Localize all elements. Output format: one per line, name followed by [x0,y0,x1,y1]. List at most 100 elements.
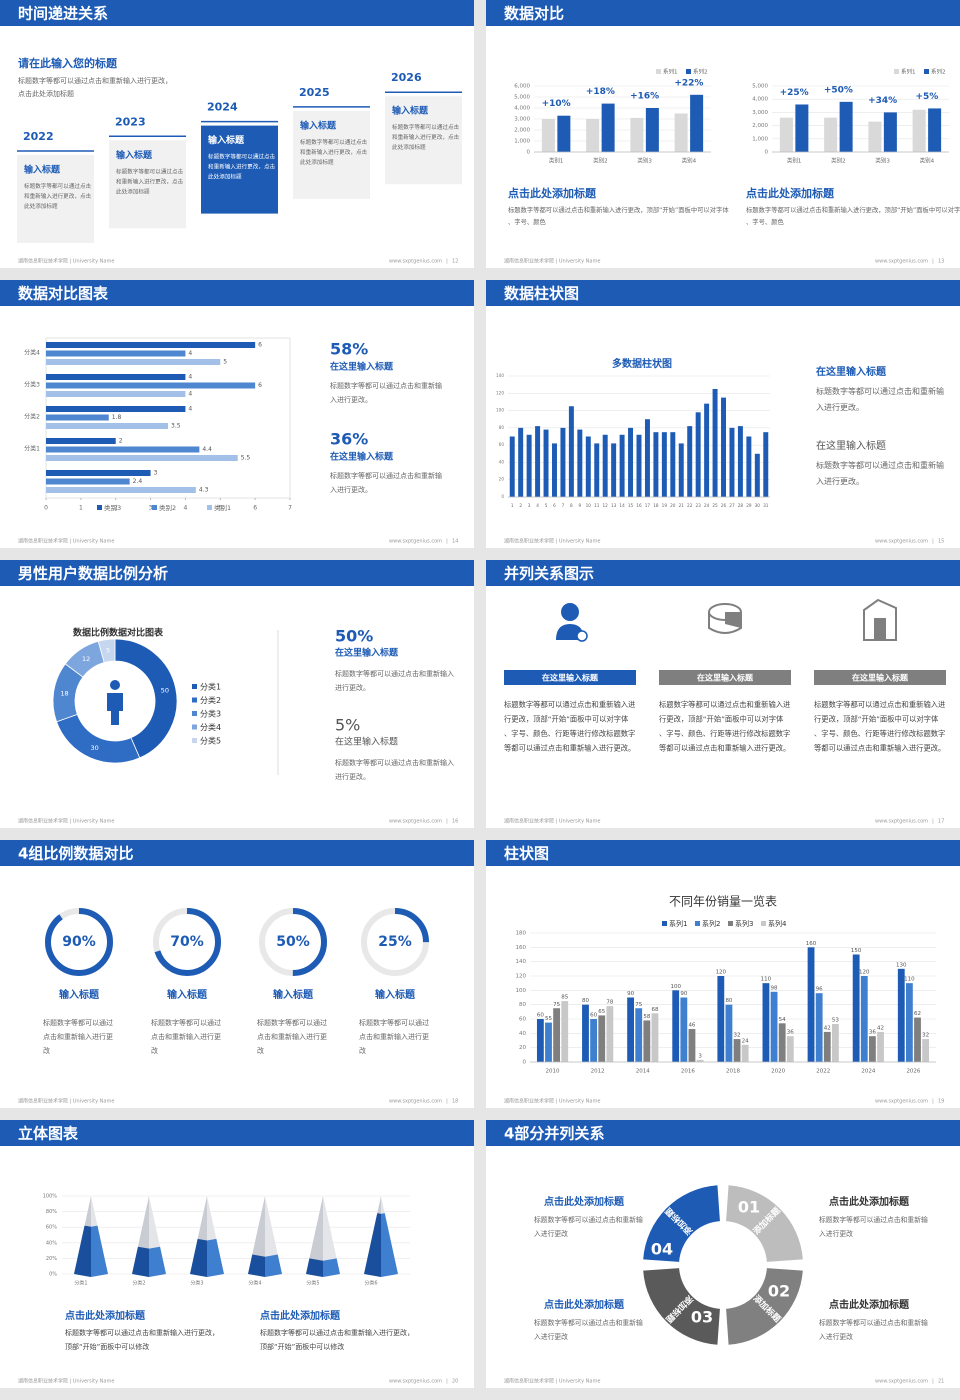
ring-value [153,908,221,976]
text-line: 标题数字等都可以通过点击和重新输 [534,1318,643,1327]
item-heading: 在这里输入标题 [816,439,886,452]
text-line: 改 [151,1046,158,1055]
ring-value [259,908,327,976]
chart-heading: 点击此处添加标题 [508,186,597,200]
footer-sep: | [446,819,448,825]
x-tick-label: 5 [218,505,222,512]
data-label: 4 [188,374,192,381]
bar [602,434,608,497]
text-line: 标题数字等都可以通过点击和重新输 [330,381,442,390]
slide-header [486,1120,960,1146]
annotation: +18% [586,87,615,97]
slide-header [0,280,474,306]
text-line: 此处添加标题 [300,157,334,165]
slide-header [486,0,960,26]
footer-page: 20 [452,1379,458,1385]
legend-label: 类别2 [159,503,176,512]
footer-url: www.sxptgenius.com [875,1099,928,1105]
legend-label: 系列2 [693,68,708,76]
slide-header [486,560,960,586]
slide-header [0,1120,474,1146]
data-label: 160 [806,941,817,947]
footer-page: 15 [938,539,944,545]
bar [553,1008,561,1062]
item-value: 50% [335,627,373,646]
pyramid-fill [306,1258,323,1277]
data-label: 3.5 [171,423,181,430]
bar [928,108,942,152]
pyramid-fill [364,1213,381,1277]
bar [557,115,571,152]
data-label: 2 [119,438,123,445]
legend-label: 系列2 [702,919,720,928]
slide-title: 柱状图 [504,845,549,863]
slice-label: 50 [161,687,169,695]
slide-title: 并列关系图示 [504,565,594,583]
footer-school: 湖南信息职业技术学院 | University Name [18,258,114,265]
y-tick-label: 80% [46,1209,57,1215]
legend-label: 系列1 [901,68,916,76]
pyramid-fill [91,1225,108,1277]
slice-label: 18 [60,689,68,697]
bar [690,94,704,152]
slide-background [0,560,474,828]
slide-header [0,840,474,866]
bar [541,119,555,152]
step-box [109,140,186,229]
slice-label: 12 [82,655,90,663]
step-label: 输入标题 [208,134,245,146]
footer-school: 湖南信息职业技术学院 | University Name [18,538,114,545]
x-tick-label: 分类6 [364,1280,377,1287]
x-tick-label: 类别2 [831,157,846,165]
item-text: 标题数字等都可以通过点击和重新输入进行更改 [819,1215,928,1238]
data-label: 5.5 [241,455,251,462]
item-text: 标题数字等都可以通过点击和重新输入进行更改， 顶部“开始”面板中可以修改 [260,1328,414,1351]
bar [672,990,680,1062]
y-tick-label: 2,000 [752,123,768,129]
text-line: 标题数字等都可以通过 [359,1018,429,1027]
x-tick-label: 1 [511,503,514,508]
data-label: 85 [561,995,568,1001]
legend-swatch [97,505,102,510]
data-label: 60 [590,1013,597,1019]
bar [762,983,770,1062]
footer-school: 湖南信息职业技术学院 | University Name [504,1378,600,1385]
y-tick-label: 0% [49,1272,57,1278]
chart-text: 标题数字等都可以通过点击和重新输入进行更改，顶部“开始”面板中可以对字体、字号、… [508,205,729,226]
text-line: 点击和重新输入进行更 [359,1032,429,1041]
legend-label: 类别1 [214,503,231,512]
y-tick-label: 1,000 [514,139,530,145]
legend-swatch [728,921,733,926]
bar [601,103,615,152]
bar [678,443,684,497]
bar [807,947,815,1062]
step-label: 输入标题 [300,119,337,131]
slide-header [0,0,474,26]
x-tick-label: 0 [44,505,48,512]
item-text: 标题数字等都可以通过点击和重新输入进行更改 [151,1018,221,1055]
x-tick-label: 30 [755,503,761,508]
slide-background [486,840,960,1108]
pyramid-fill [207,1238,224,1277]
bar [712,388,718,497]
x-tick-label: 类别3 [875,157,890,165]
pyramid-fill [74,1225,91,1277]
x-tick-label: 13 [611,503,617,508]
item-text: 标题数字等都可以通过点击和重新输入进行更改。 [335,758,454,781]
bar [729,427,735,497]
y-tick-label: 40% [46,1240,57,1246]
x-tick-label: 19 [662,503,668,508]
item-heading: 输入标题 [375,988,416,1001]
data-label: 4 [188,406,192,413]
bar [577,429,583,497]
legend-swatch [207,505,212,510]
data-label: 32 [922,1033,929,1039]
text-line: 入进行更改。 [816,476,864,486]
x-tick-label: 2016 [681,1069,695,1075]
bar [922,1039,930,1062]
bar [628,427,634,497]
footer-school: 湖南信息职业技术学院 | University Name [504,1098,600,1105]
x-tick-label: 8 [570,503,573,508]
bar [590,1019,598,1062]
text-line: 行更改，顶部“开始”面板中可以对字体 [659,715,784,724]
